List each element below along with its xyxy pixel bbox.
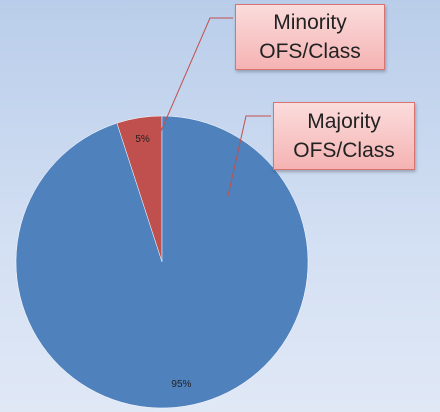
leader-line (227, 115, 271, 197)
pie-slice (15, 115, 309, 409)
data-label: 95% (171, 379, 191, 390)
leader-line (157, 17, 233, 139)
data-label: 5% (135, 134, 150, 145)
category-label: Minority OFS/Class (235, 4, 385, 70)
category-label: Majority OFS/Class (273, 102, 415, 170)
